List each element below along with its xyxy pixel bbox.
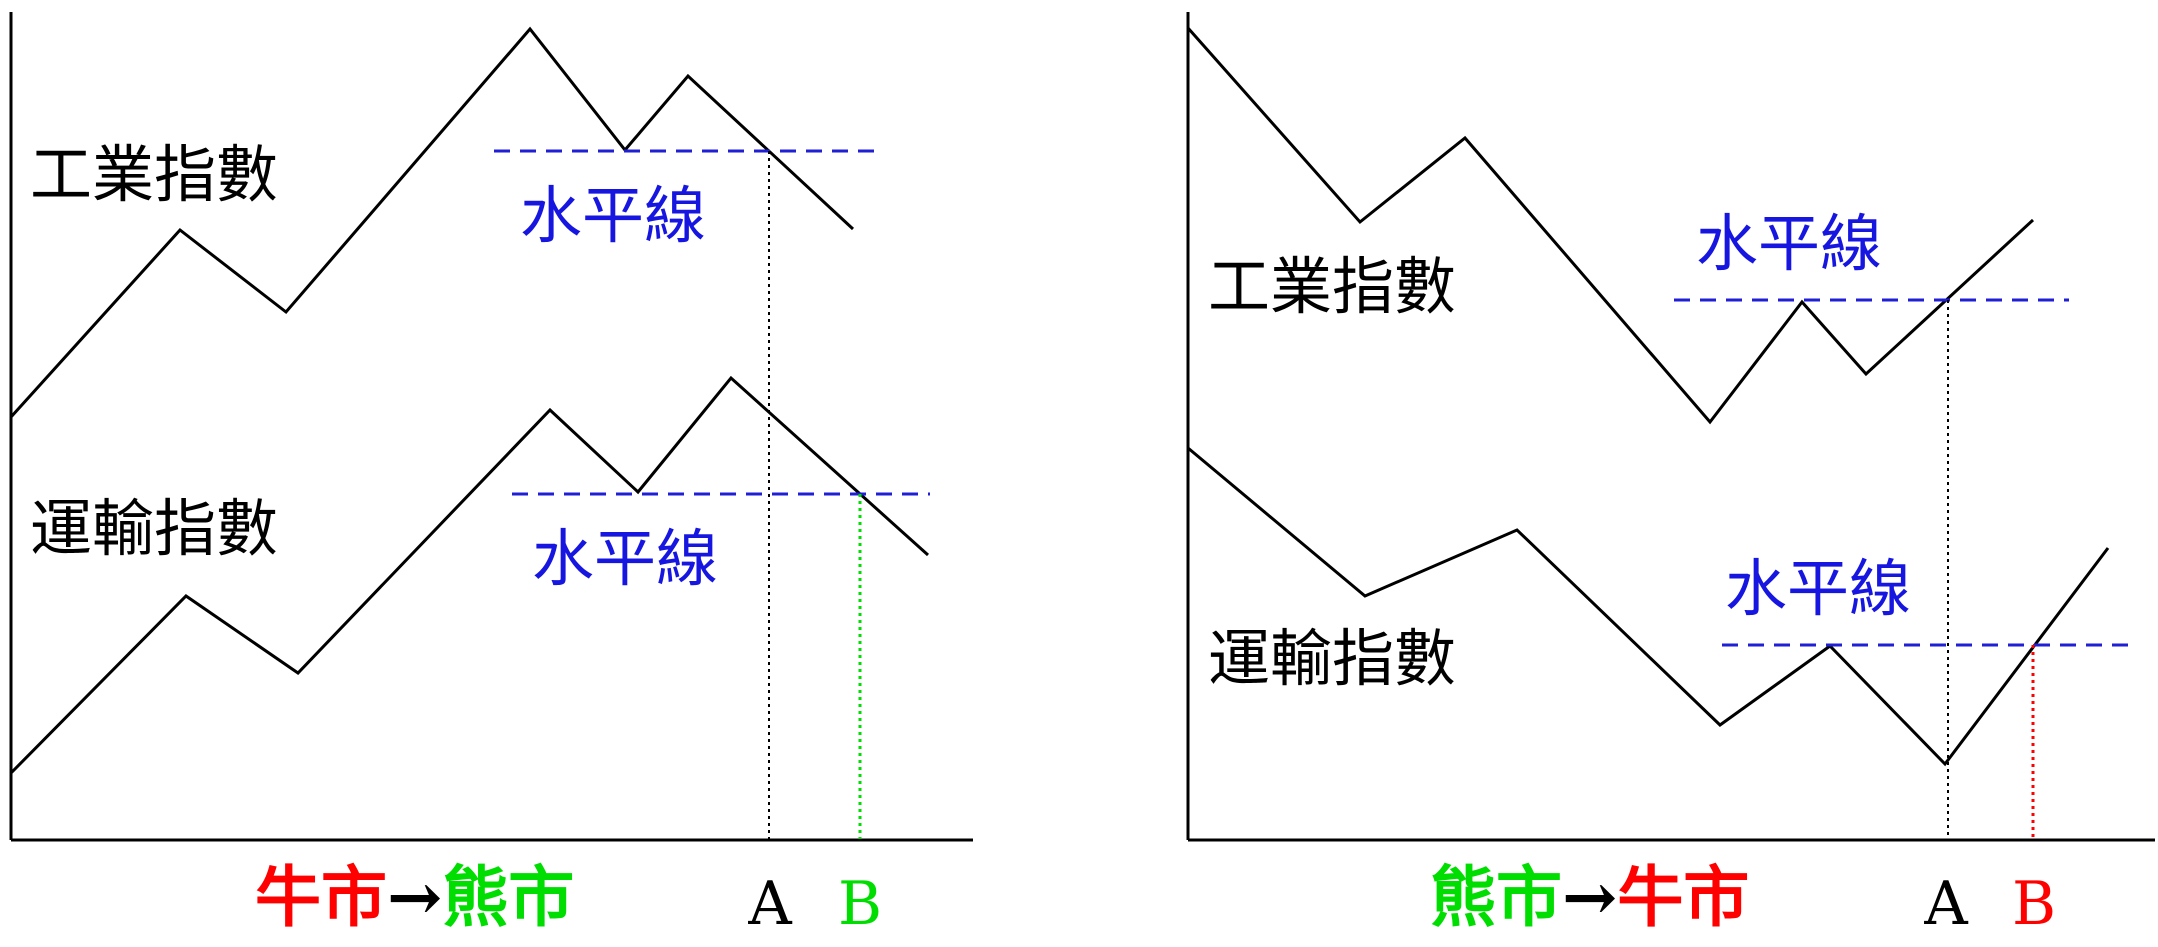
left-caption-bear: 熊市 [442, 858, 574, 936]
right-caption-arrow: → [1562, 858, 1617, 936]
left-transport-horizontal-label: 水平線 [532, 522, 718, 595]
left-marker-a: A [747, 869, 792, 939]
right-transport-label: 運輸指數 [1208, 622, 1456, 695]
right-caption-bull: 牛市 [1617, 858, 1749, 936]
right-industrial-label: 工業指數 [1208, 250, 1456, 323]
left-panel-bull-to-bear: 工業指數 運輸指數 水平線 水平線 牛市→熊市 A B [9, 12, 973, 939]
left-industrial-label: 工業指數 [30, 138, 278, 211]
right-panel-bear-to-bull: 工業指數 運輸指數 水平線 水平線 熊市→牛市 A B [1186, 12, 2155, 939]
right-marker-a: A [1923, 869, 1968, 939]
right-marker-b: B [2012, 869, 2056, 939]
left-marker-b: B [838, 869, 882, 939]
right-industrial-horizontal-label: 水平線 [1696, 207, 1882, 280]
left-transport-index-line [9, 375, 930, 775]
right-market-caption: 熊市→牛市 [1430, 858, 1749, 936]
left-caption-bull: 牛市 [255, 858, 387, 936]
right-caption-bear: 熊市 [1430, 858, 1562, 936]
left-industrial-horizontal-label: 水平線 [520, 179, 706, 252]
left-industrial-index-line [9, 26, 855, 419]
right-transport-horizontal-label: 水平線 [1725, 552, 1911, 625]
left-market-caption: 牛市→熊市 [255, 858, 574, 936]
right-industrial-index-line [1186, 27, 2035, 425]
right-transport-index-line [1187, 446, 2110, 767]
left-transport-label: 運輸指數 [30, 492, 278, 565]
left-caption-arrow: → [387, 858, 442, 936]
